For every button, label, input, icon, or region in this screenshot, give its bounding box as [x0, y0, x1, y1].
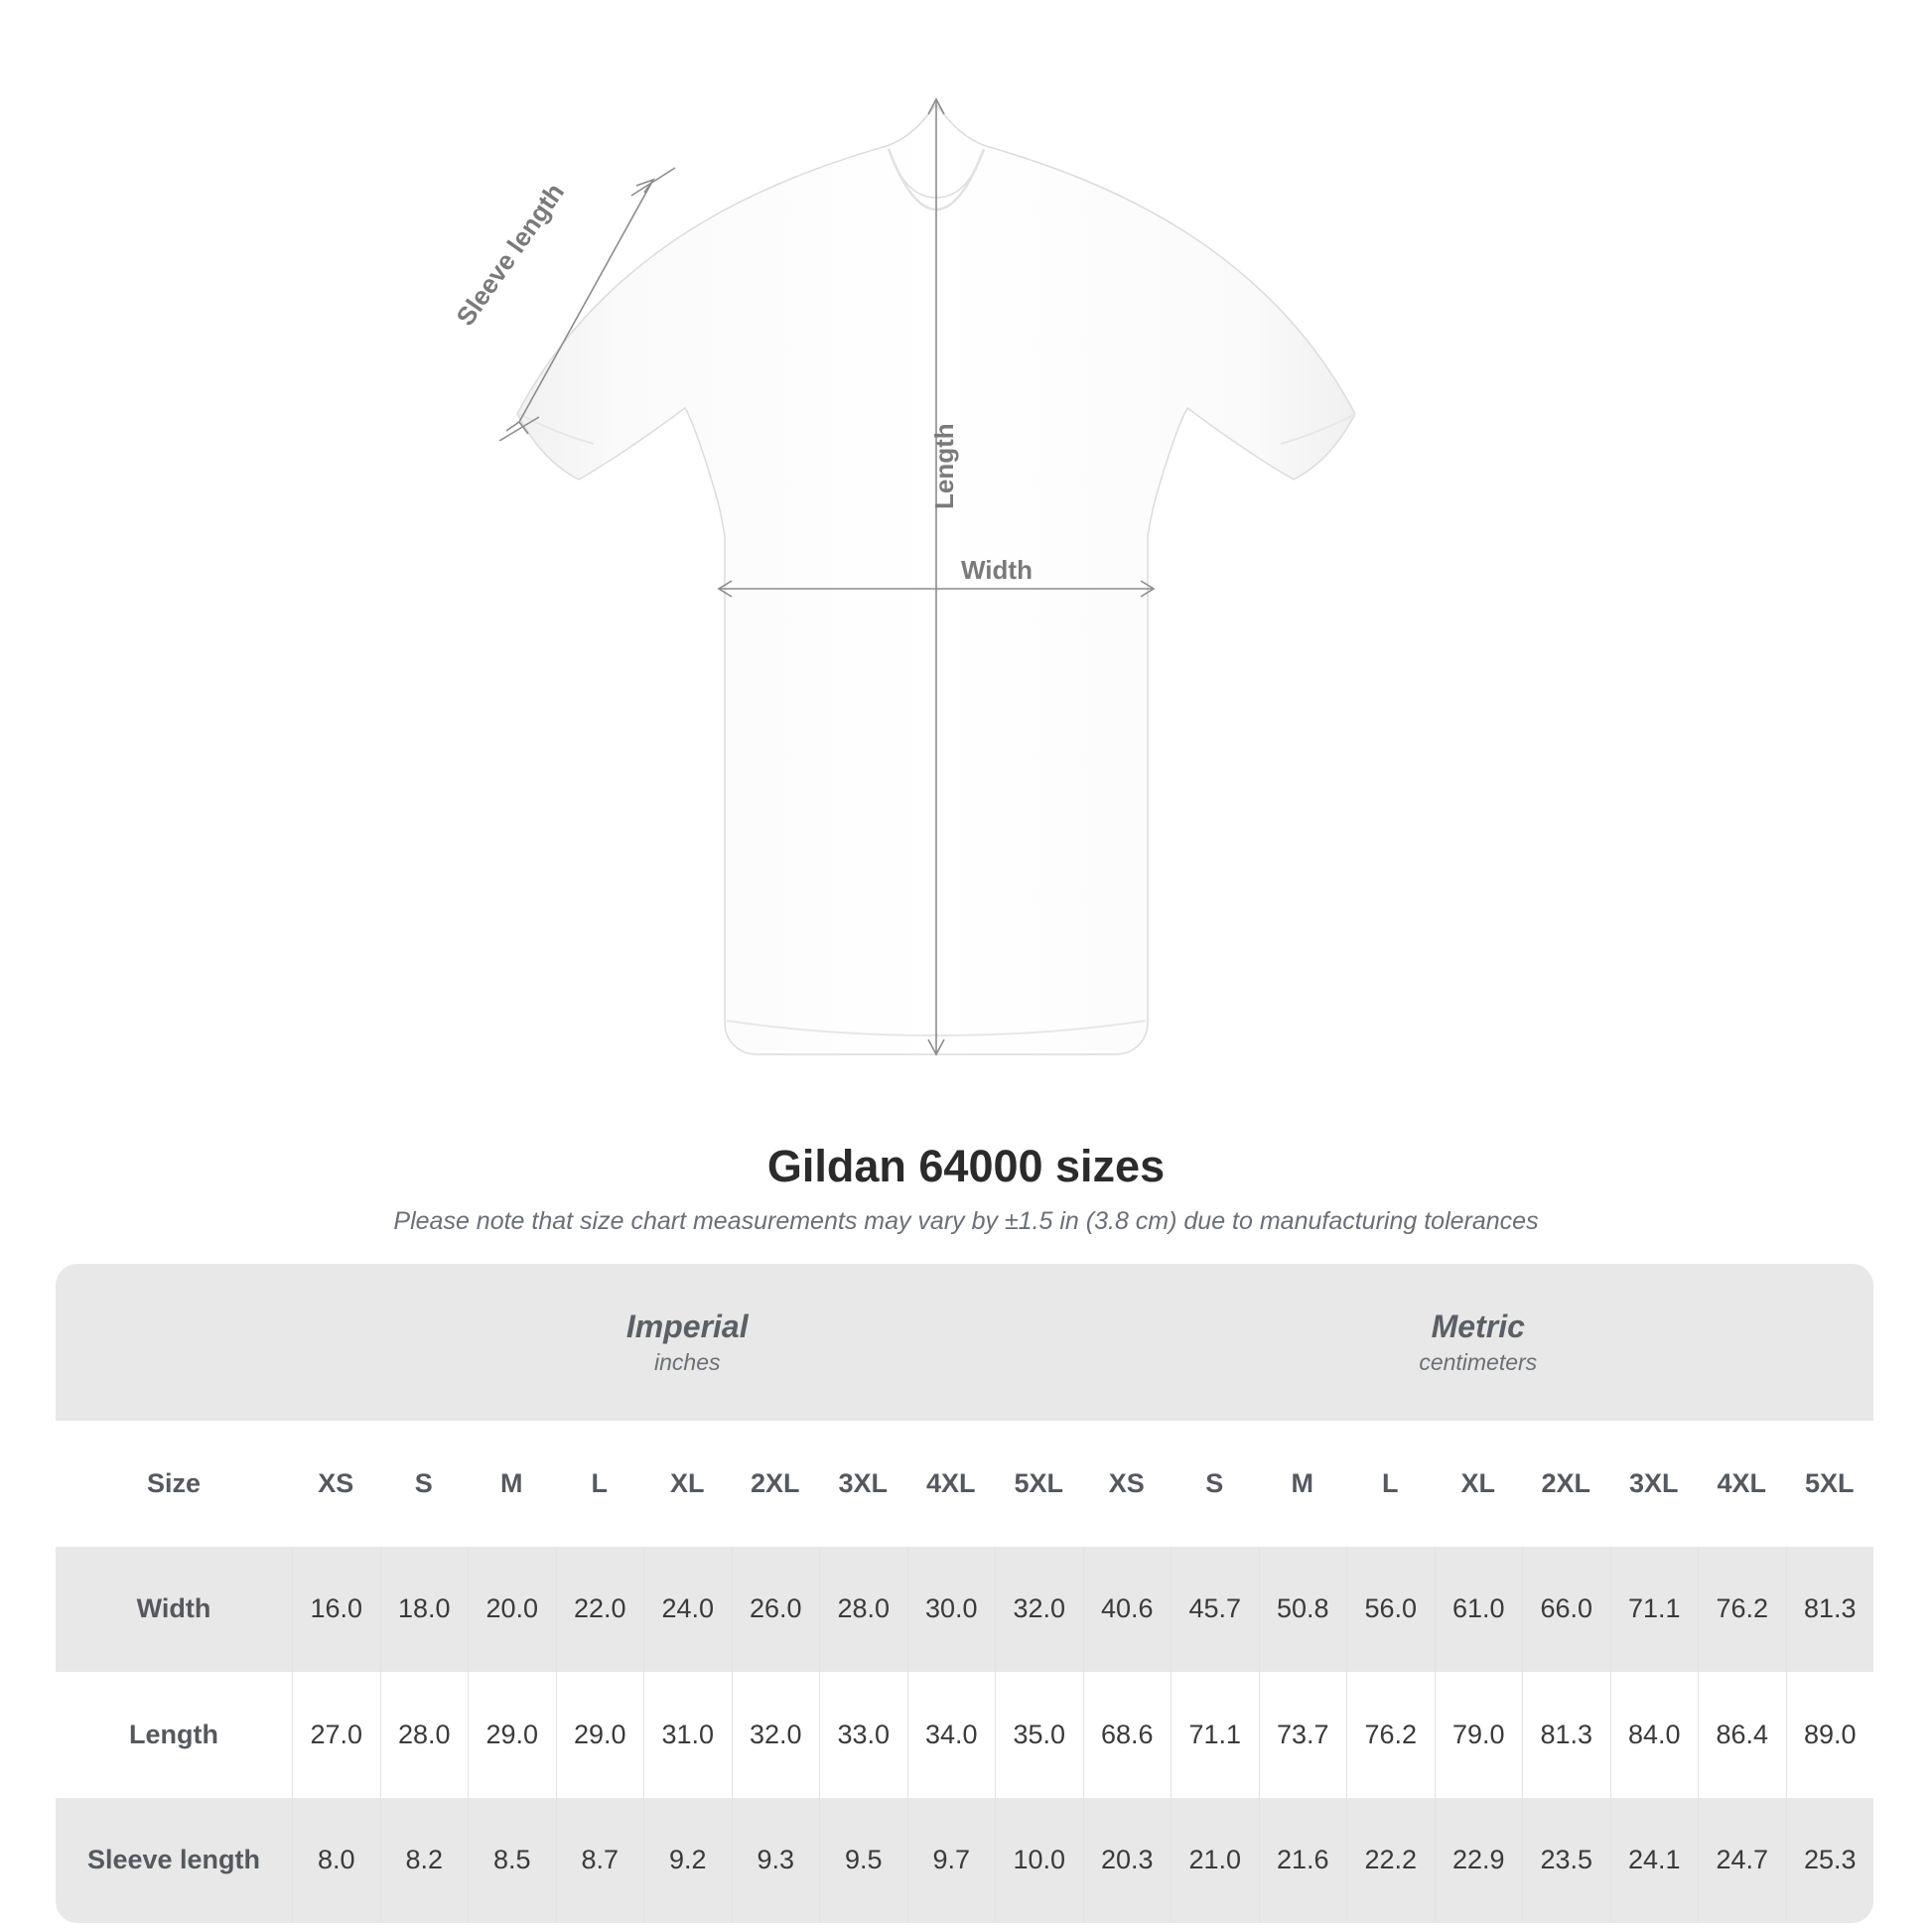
svg-text:Width: Width	[961, 555, 1033, 585]
svg-text:Sleeve length: Sleeve length	[455, 178, 570, 332]
svg-text:Length: Length	[929, 423, 959, 509]
